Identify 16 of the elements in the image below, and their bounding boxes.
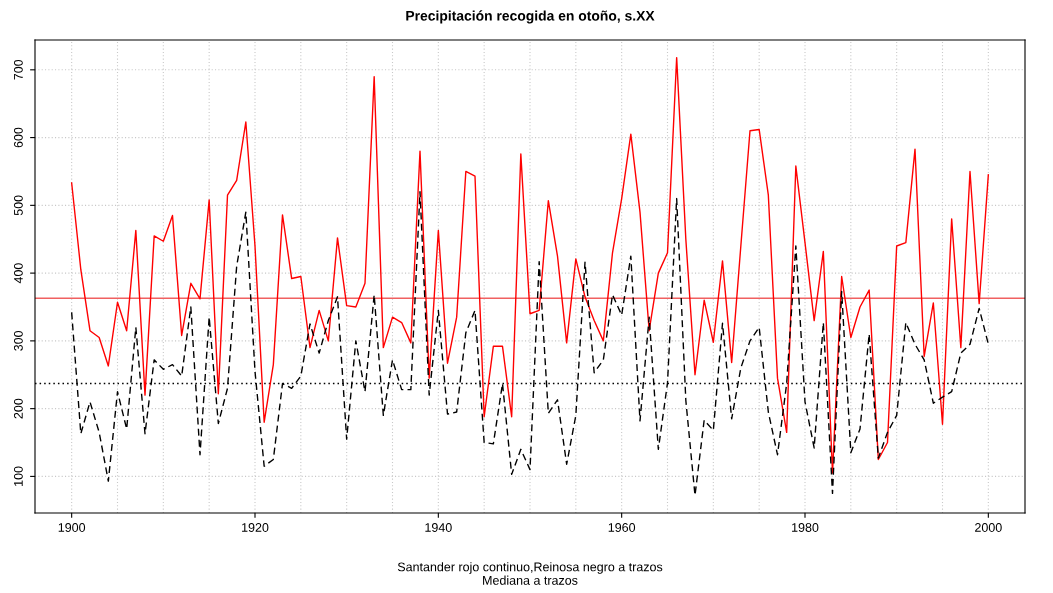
x-tick-label: 1940 [425, 523, 452, 532]
y-tick-label: 300 [13, 330, 23, 351]
x-tick-label: 2000 [975, 523, 1002, 532]
x-axis-title: Santander rojo continuo,Reinosa negro a trazos Mediana a trazos [397, 562, 663, 585]
y-tick-label: 600 [13, 127, 23, 148]
x-tick-label: 1980 [792, 523, 819, 532]
y-tick-label: 200 [13, 398, 23, 419]
y-tick-label: 100 [13, 466, 23, 486]
x-tick-label: 1960 [608, 523, 636, 532]
y-tick-label: 500 [13, 195, 23, 216]
y-tick-label: 700 [13, 59, 23, 80]
x-tick-label: 1920 [242, 523, 269, 532]
y-tick-label: 400 [13, 263, 23, 284]
x-tick-label: 1900 [58, 523, 86, 532]
chart-title: Precipitación recogida en otoño, s.XX [406, 10, 655, 24]
line-series [70, 56, 990, 474]
